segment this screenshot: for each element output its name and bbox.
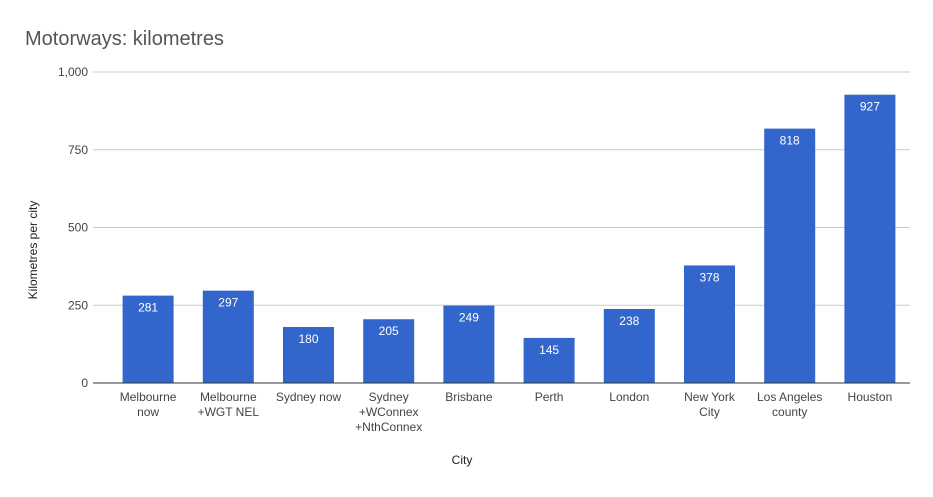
x-tick-label: Los Angeles county (757, 390, 822, 419)
y-tick-label: 1,000 (58, 65, 88, 79)
x-tick-label: Sydney +WConnex +NthConnex (355, 390, 422, 434)
data-label: 238 (619, 314, 639, 328)
bar (363, 319, 415, 383)
data-label: 180 (298, 332, 318, 346)
x-tick-label: Melbourne +WGT NEL (198, 390, 260, 419)
bar (523, 337, 575, 383)
data-label: 378 (699, 270, 719, 284)
y-tick-label: 0 (81, 376, 88, 390)
x-tick-label: Sydney now (276, 390, 342, 404)
bar (844, 94, 896, 383)
bar (684, 265, 735, 383)
bar (283, 327, 334, 383)
data-label: 205 (379, 324, 399, 338)
data-label: 927 (860, 100, 880, 114)
bar (603, 308, 655, 383)
y-axis-label: Kilometres per city (26, 201, 40, 300)
y-axis-ticks: 0 250 500 750 1,000 (58, 65, 88, 390)
y-tick-label: 750 (68, 143, 88, 157)
data-label: 281 (138, 301, 158, 315)
y-tick-label: 500 (68, 221, 88, 235)
bar (443, 305, 495, 383)
data-label: 297 (218, 296, 238, 310)
x-tick-label: London (609, 390, 649, 404)
data-label: 145 (539, 343, 559, 357)
x-tick-label: Brisbane (445, 390, 493, 404)
x-tick-label: Houston (848, 390, 893, 404)
x-axis-ticks: Melbourne now Melbourne +WGT NEL Sydney now S… (120, 390, 893, 434)
y-tick-label: 250 (68, 298, 88, 312)
data-label: 249 (459, 311, 479, 325)
chart-title: Motorways: kilometres (25, 28, 224, 50)
bar (122, 295, 174, 383)
bar (764, 128, 816, 383)
x-tick-label: Perth (535, 390, 564, 404)
bars: 281 297 180 205 249 145 238 378 818 927 (122, 94, 896, 383)
x-tick-label: New York City (684, 390, 736, 419)
x-axis-label: City (452, 453, 473, 467)
bar (202, 290, 254, 383)
data-label: 818 (780, 134, 800, 148)
x-tick-label: Melbourne now (120, 390, 177, 419)
